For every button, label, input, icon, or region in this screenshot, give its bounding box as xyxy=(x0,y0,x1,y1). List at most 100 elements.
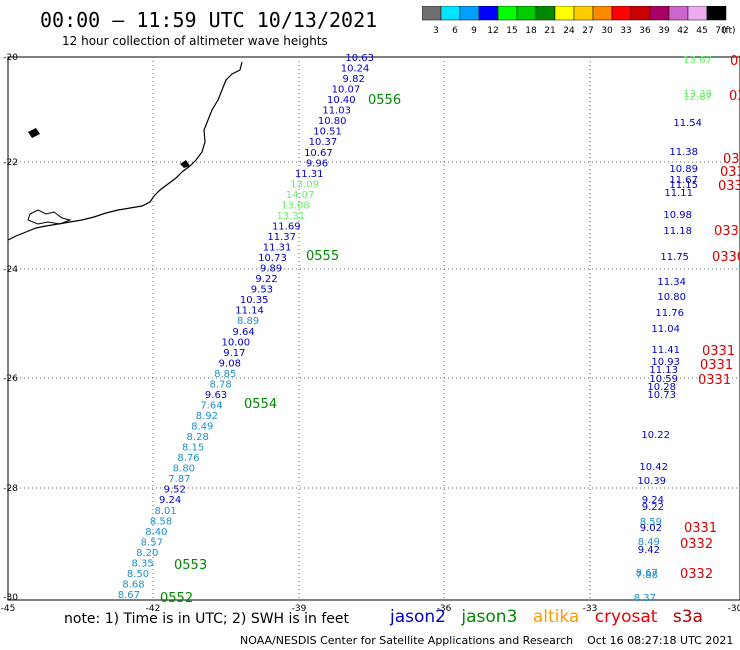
track-value: 9.52 xyxy=(164,485,186,496)
track-value: 9.22 xyxy=(255,274,277,285)
right-pass-label: 0331 xyxy=(718,179,740,194)
track-value: 10.63 xyxy=(345,53,374,64)
scale-label: 70 xyxy=(715,26,727,36)
track-value: 11.14 xyxy=(235,306,264,317)
pass-time-label: 0552 xyxy=(160,591,193,606)
right-value: 9.22 xyxy=(642,502,664,513)
right-value: 9.24 xyxy=(642,495,664,506)
right-value: 10.22 xyxy=(641,430,670,441)
right-value: 11.38 xyxy=(669,147,698,158)
track-value: 8.49 xyxy=(191,422,213,433)
track-value: 8.15 xyxy=(182,443,204,454)
right-value: 8.67 xyxy=(636,568,658,579)
legend-jason3: jason3 xyxy=(461,607,518,627)
track-value: 8.76 xyxy=(177,453,199,464)
track-value: 9.08 xyxy=(219,358,241,369)
right-value: 11.54 xyxy=(673,118,702,129)
track-value: 10.24 xyxy=(341,64,370,75)
track-value: 10.07 xyxy=(332,85,361,96)
right-pass-label: 0331 xyxy=(730,54,740,69)
track-value: 13.09 xyxy=(290,179,319,190)
lat-label: -28 xyxy=(3,484,18,494)
right-value: 13.38 xyxy=(683,89,712,100)
track-value: 10.73 xyxy=(258,253,287,264)
track-value: 8.50 xyxy=(127,569,149,580)
right-pass-label: 0331 xyxy=(684,521,717,536)
track-value: 11.69 xyxy=(272,221,301,232)
right-value: 10.59 xyxy=(649,374,678,385)
right-value: 10.93 xyxy=(651,357,680,368)
scale-label: 21 xyxy=(544,26,555,36)
coastline xyxy=(7,61,243,241)
right-pass-label: 0331 xyxy=(698,373,731,388)
scale-label: 42 xyxy=(677,26,688,36)
pass-time-label: 0556 xyxy=(368,93,401,108)
track-value: 10.40 xyxy=(327,95,356,106)
right-value: 10.89 xyxy=(669,164,698,175)
scale-swatch xyxy=(706,6,727,21)
track-value: 8.28 xyxy=(187,432,209,443)
right-value: 9.42 xyxy=(638,545,660,556)
track-value: 10.51 xyxy=(313,127,342,138)
track-value: 7.87 xyxy=(168,474,190,485)
lat-label: -26 xyxy=(3,374,18,384)
scale-label: 3 xyxy=(433,26,439,36)
right-pass-label: 0331 xyxy=(723,152,740,167)
right-value: 10.42 xyxy=(639,462,668,473)
track-value: 8.80 xyxy=(173,464,195,475)
scale-label: 27 xyxy=(582,26,593,36)
track-value: 9.63 xyxy=(205,390,227,401)
island xyxy=(27,209,72,225)
lat-label: -24 xyxy=(3,265,18,275)
lon-label: -39 xyxy=(292,604,307,614)
scale-label: 39 xyxy=(658,26,670,36)
right-value: 11.67 xyxy=(669,175,698,186)
track-value: 10.67 xyxy=(304,148,333,159)
track-value: 13.08 xyxy=(281,200,310,211)
footnote: note: 1) Time is in UTC; 2) SWH is in fe… xyxy=(64,611,350,627)
track-value: 8.57 xyxy=(141,537,163,548)
legend-jason2: jason2 xyxy=(390,607,446,627)
track-value: 9.53 xyxy=(251,285,273,296)
right-value: 13.67 xyxy=(683,55,712,66)
track-value: 8.20 xyxy=(136,548,158,559)
right-pass-label: 0332 xyxy=(680,567,713,582)
track-value: 8.68 xyxy=(122,579,144,590)
track-value: 8.67 xyxy=(118,590,140,601)
scale-unit: (ft) xyxy=(722,26,736,36)
right-pass-label: 0331 xyxy=(702,344,735,359)
right-pass-label: 0332 xyxy=(680,537,713,552)
scale-label: 18 xyxy=(525,26,537,36)
lat-label: -30 xyxy=(3,593,18,603)
legend-altika: altika xyxy=(532,607,580,627)
track-value: 8.92 xyxy=(196,411,218,422)
legend-s3a: s3a xyxy=(672,607,703,627)
legend-cryosat: cryosat xyxy=(594,607,658,627)
right-value: 8.37 xyxy=(634,593,656,604)
island xyxy=(28,128,40,138)
track-value: 7.64 xyxy=(200,400,222,411)
color-scale: 3 6 9 12 15 18 21 24 27 30 33 36 39 42 45 70(ft) xyxy=(422,6,736,36)
right-pass-label: 0331 xyxy=(720,165,740,180)
lon-label: -30 xyxy=(728,604,740,614)
track-value: 9.17 xyxy=(223,348,245,359)
right-value: 12.87 xyxy=(683,92,712,103)
track-value: 11.37 xyxy=(267,232,296,243)
right-value: 11.13 xyxy=(649,365,678,376)
scale-label: 24 xyxy=(563,26,575,36)
right-value: 11.34 xyxy=(657,277,686,288)
scale-label: 45 xyxy=(696,26,707,36)
track-value: 9.96 xyxy=(306,158,328,169)
track-value: 9.82 xyxy=(343,74,365,85)
credit-line: NOAA/NESDIS Center for Satellite Applica… xyxy=(240,634,734,647)
satellite-legend: jason2 jason3 altika cryosat s3a xyxy=(390,607,713,627)
right-value: 11.41 xyxy=(651,345,680,356)
scale-label: 30 xyxy=(601,26,613,36)
pass-time-label: 0554 xyxy=(244,397,277,412)
lon-label: -33 xyxy=(583,604,598,614)
lat-label: -20 xyxy=(3,53,18,63)
right-value: 11.18 xyxy=(663,226,692,237)
